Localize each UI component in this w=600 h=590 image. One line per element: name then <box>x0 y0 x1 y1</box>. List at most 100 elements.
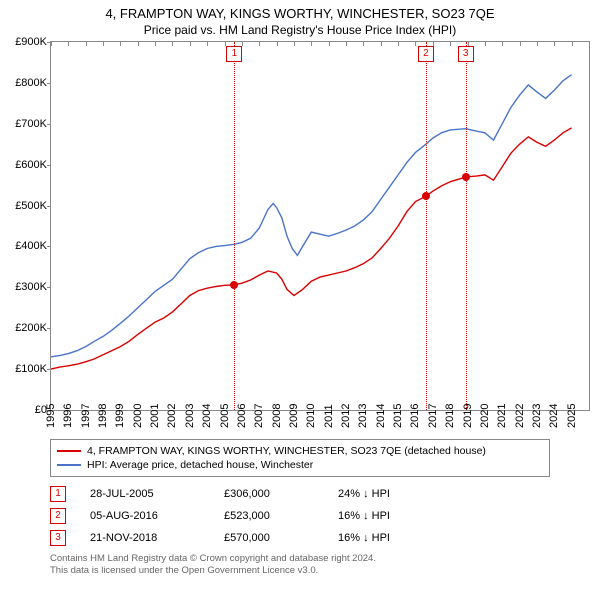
x-axis-label: 2011 <box>323 404 335 428</box>
sale-number-badge: 3 <box>50 530 66 546</box>
x-axis-label: 2013 <box>357 404 369 428</box>
sale-number-badge: 2 <box>50 508 66 524</box>
sale-date: 05-AUG-2016 <box>90 510 200 522</box>
y-tick <box>47 246 51 247</box>
x-tick <box>485 42 486 46</box>
x-tick <box>155 42 156 46</box>
x-axis-label: 2009 <box>288 404 300 428</box>
x-axis-label: 2002 <box>166 404 178 428</box>
x-axis-label: 2006 <box>236 404 248 428</box>
chart-title: 4, FRAMPTON WAY, KINGS WORTHY, WINCHESTE… <box>0 0 600 21</box>
sale-marker-label: 2 <box>418 46 434 62</box>
x-tick <box>207 42 208 46</box>
x-tick <box>190 42 191 46</box>
x-axis-label: 2021 <box>496 404 508 428</box>
x-tick <box>502 42 503 46</box>
x-axis-label: 2005 <box>219 404 231 428</box>
sale-hpi-delta: 24% ↓ HPI <box>338 488 390 500</box>
sale-marker-dot <box>422 192 430 200</box>
sale-marker-label: 1 <box>226 46 242 62</box>
sale-date: 28-JUL-2005 <box>90 488 200 500</box>
y-axis-label: £300K <box>15 281 51 293</box>
y-tick <box>47 206 51 207</box>
x-tick <box>537 42 538 46</box>
x-tick <box>259 42 260 46</box>
x-tick <box>51 42 52 46</box>
x-tick <box>450 42 451 46</box>
footer-line: Contains HM Land Registry data © Crown c… <box>50 553 550 565</box>
y-axis-label: £100K <box>15 363 51 375</box>
sale-row: 2 05-AUG-2016 £523,000 16% ↓ HPI <box>50 505 550 527</box>
sale-marker-line <box>234 42 235 410</box>
x-tick <box>346 42 347 46</box>
x-axis-label: 2014 <box>375 404 387 428</box>
x-axis-label: 2023 <box>531 404 543 428</box>
y-axis-label: £800K <box>15 77 51 89</box>
y-tick <box>47 328 51 329</box>
legend-item: 4, FRAMPTON WAY, KINGS WORTHY, WINCHESTE… <box>57 444 543 458</box>
y-tick <box>47 287 51 288</box>
chart-plot-area: £0£100K£200K£300K£400K£500K£600K£700K£80… <box>50 41 590 411</box>
legend: 4, FRAMPTON WAY, KINGS WORTHY, WINCHESTE… <box>50 439 550 477</box>
x-tick <box>398 42 399 46</box>
x-axis-label: 2017 <box>427 404 439 428</box>
x-axis-label: 1996 <box>62 404 74 428</box>
sale-marker-label: 3 <box>458 46 474 62</box>
x-axis-label: 1998 <box>97 404 109 428</box>
legend-swatch <box>57 464 81 466</box>
y-tick <box>47 83 51 84</box>
y-axis-label: £200K <box>15 322 51 334</box>
sale-marker-dot <box>462 173 470 181</box>
x-axis-label: 2010 <box>305 404 317 428</box>
legend-swatch <box>57 450 81 452</box>
x-tick <box>86 42 87 46</box>
y-tick <box>47 369 51 370</box>
x-tick <box>120 42 121 46</box>
x-tick <box>329 42 330 46</box>
x-tick <box>172 42 173 46</box>
sale-price: £523,000 <box>224 510 314 522</box>
chart-lines <box>51 42 589 410</box>
legend-label: 4, FRAMPTON WAY, KINGS WORTHY, WINCHESTE… <box>87 445 486 457</box>
y-tick <box>47 124 51 125</box>
sale-number-badge: 1 <box>50 486 66 502</box>
x-tick <box>381 42 382 46</box>
x-axis-label: 2001 <box>149 404 161 428</box>
x-axis-label: 1999 <box>114 404 126 428</box>
sale-marker-line <box>426 42 427 410</box>
sale-price: £306,000 <box>224 488 314 500</box>
x-axis-label: 2000 <box>132 404 144 428</box>
x-axis-label: 2024 <box>548 404 560 428</box>
x-axis-label: 2008 <box>271 404 283 428</box>
x-tick <box>311 42 312 46</box>
x-axis-label: 2018 <box>444 404 456 428</box>
sale-hpi-delta: 16% ↓ HPI <box>338 532 390 544</box>
x-tick <box>572 42 573 46</box>
series-property <box>51 128 572 369</box>
x-tick <box>363 42 364 46</box>
x-axis-label: 2004 <box>201 404 213 428</box>
x-axis-label: 2020 <box>479 404 491 428</box>
footer-attribution: Contains HM Land Registry data © Crown c… <box>50 553 550 578</box>
x-axis-label: 2022 <box>514 404 526 428</box>
legend-item: HPI: Average price, detached house, Winc… <box>57 458 543 472</box>
sale-hpi-delta: 16% ↓ HPI <box>338 510 390 522</box>
sale-marker-line <box>466 42 467 410</box>
legend-label: HPI: Average price, detached house, Winc… <box>87 459 313 471</box>
sale-row: 1 28-JUL-2005 £306,000 24% ↓ HPI <box>50 483 550 505</box>
x-tick <box>138 42 139 46</box>
y-axis-label: £400K <box>15 240 51 252</box>
footer-line: This data is licensed under the Open Gov… <box>50 565 550 577</box>
x-axis-label: 2007 <box>253 404 265 428</box>
x-axis-label: 2016 <box>409 404 421 428</box>
x-tick <box>225 42 226 46</box>
sale-price: £570,000 <box>224 532 314 544</box>
x-axis-label: 2003 <box>184 404 196 428</box>
y-axis-label: £900K <box>15 36 51 48</box>
x-axis-label: 1995 <box>45 404 57 428</box>
x-tick <box>554 42 555 46</box>
x-tick <box>294 42 295 46</box>
sale-row: 321-NOV-2018£570,00016% ↓ HPI <box>50 527 550 549</box>
x-tick <box>415 42 416 46</box>
x-axis-label: 2025 <box>566 404 578 428</box>
